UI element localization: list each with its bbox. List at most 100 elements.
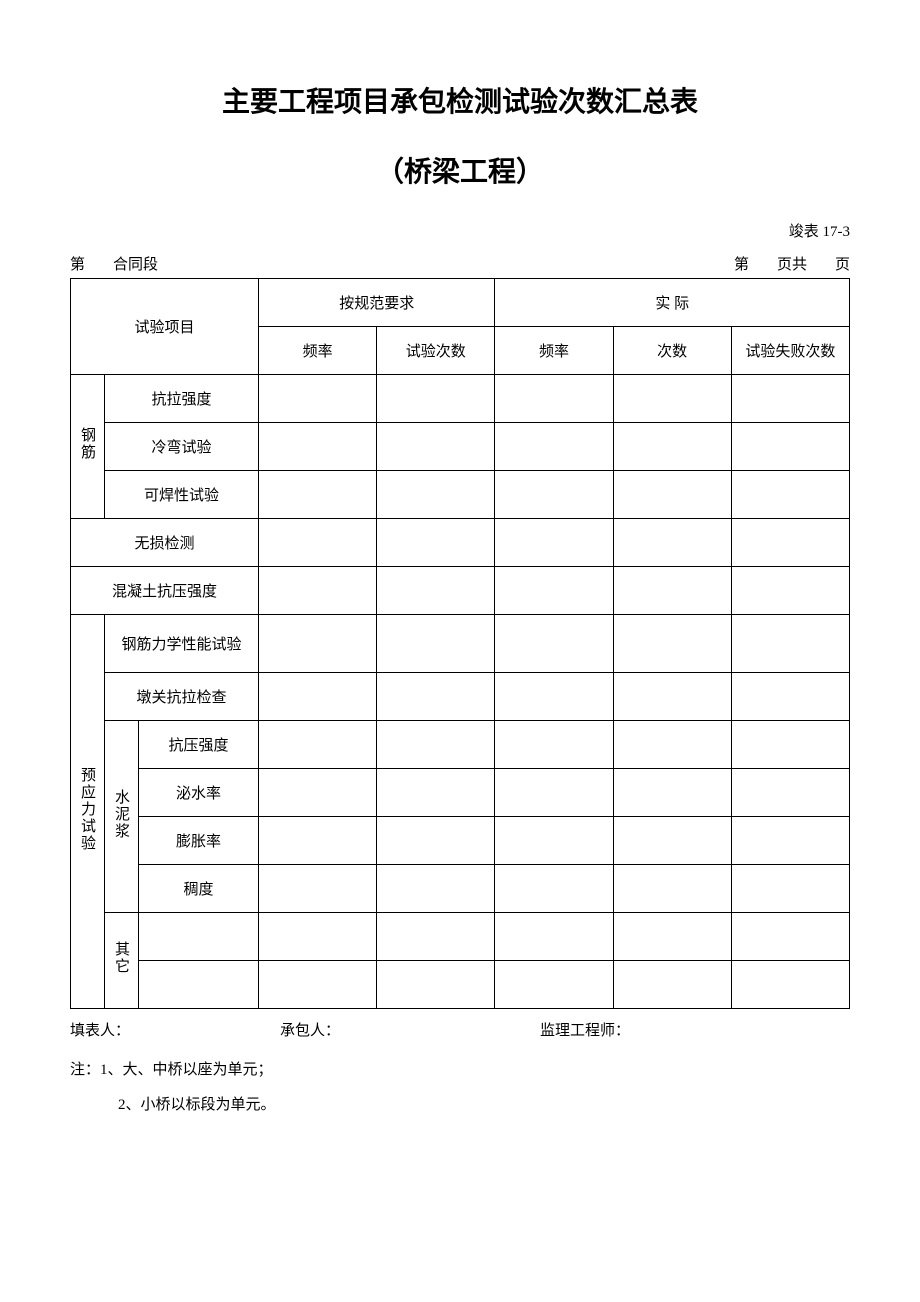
- table-row: 可焊性试验: [71, 471, 850, 519]
- cell-value: [613, 913, 731, 961]
- notes-line-1: 注：1、大、中桥以座为单元；: [70, 1058, 850, 1079]
- cell-value: [377, 471, 495, 519]
- cell-value: [259, 673, 377, 721]
- text-hetongduan: 合同段: [113, 253, 158, 274]
- subcat-cement: 水泥浆: [105, 721, 139, 913]
- item-tensile: 抗拉强度: [105, 375, 259, 423]
- cell-value: [259, 817, 377, 865]
- cell-value: [377, 567, 495, 615]
- cell-value: [377, 375, 495, 423]
- table-row: 泌水率: [71, 769, 850, 817]
- cell-value: [613, 721, 731, 769]
- table-row: 墩关抗拉检查: [71, 673, 850, 721]
- cell-value: [259, 961, 377, 1009]
- cell-value: [731, 519, 849, 567]
- cell-value: [613, 769, 731, 817]
- cell-value: [731, 423, 849, 471]
- cell-value: [259, 615, 377, 673]
- item-anchor-tensile: 墩关抗拉检查: [105, 673, 259, 721]
- header-meta-row: 第合同段 第 页共 页: [70, 253, 850, 274]
- table-row: 稠度: [71, 865, 850, 913]
- title-main: 主要工程项目承包检测试验次数汇总表: [70, 80, 850, 120]
- cell-value: [613, 423, 731, 471]
- cell-value: [259, 423, 377, 471]
- cell-value: [731, 471, 849, 519]
- cell-value: [495, 567, 613, 615]
- cell-value: [613, 615, 731, 673]
- item-expansion: 膨胀率: [139, 817, 259, 865]
- sig-preparer: 填表人：: [70, 1019, 280, 1040]
- cell-value: [259, 519, 377, 567]
- subcat-other-label: 其它: [111, 941, 132, 975]
- cat-prestress-label: 预应力试验: [77, 767, 98, 852]
- pg-yegong: 页共: [777, 253, 807, 274]
- table-row: 水泥浆 抗压强度: [71, 721, 850, 769]
- signature-row: 填表人： 承包人： 监理工程师：: [70, 1019, 850, 1040]
- table-header-row-1: 试验项目 按规范要求 实 际: [71, 279, 850, 327]
- cell-value: [377, 769, 495, 817]
- cell-value: [495, 961, 613, 1009]
- col-act-freq: 频率: [495, 327, 613, 375]
- table-row: 膨胀率: [71, 817, 850, 865]
- cell-value: [495, 375, 613, 423]
- col-fail-count: 试验失败次数: [731, 327, 849, 375]
- cell-value: [731, 673, 849, 721]
- cell-value: [377, 519, 495, 567]
- table-row: [71, 961, 850, 1009]
- cell-value: [731, 375, 849, 423]
- cat-prestress: 预应力试验: [71, 615, 105, 1009]
- cell-value: [495, 865, 613, 913]
- item-other-2: [139, 961, 259, 1009]
- cell-value: [731, 961, 849, 1009]
- pg-ye: 页: [835, 253, 850, 274]
- cell-value: [731, 913, 849, 961]
- item-bleeding: 泌水率: [139, 769, 259, 817]
- item-weldability: 可焊性试验: [105, 471, 259, 519]
- summary-table: 试验项目 按规范要求 实 际 频率 试验次数 频率 次数 试验失败次数 钢筋 抗…: [70, 278, 850, 1009]
- cell-value: [731, 567, 849, 615]
- cell-value: [495, 519, 613, 567]
- col-act-count: 次数: [613, 327, 731, 375]
- table-row: 其它: [71, 913, 850, 961]
- sig-supervisor: 监理工程师：: [540, 1019, 850, 1040]
- table-row: 无损检测: [71, 519, 850, 567]
- cell-value: [613, 519, 731, 567]
- item-ndt: 无损检测: [71, 519, 259, 567]
- cell-value: [613, 817, 731, 865]
- contract-section-label: 第合同段: [70, 253, 158, 274]
- cell-value: [495, 817, 613, 865]
- col-actual: 实 际: [495, 279, 850, 327]
- cell-value: [377, 673, 495, 721]
- col-test-item: 试验项目: [71, 279, 259, 375]
- cell-value: [613, 961, 731, 1009]
- cell-value: [377, 423, 495, 471]
- cell-value: [377, 721, 495, 769]
- cell-value: [259, 375, 377, 423]
- cell-value: [731, 769, 849, 817]
- title-sub: （桥梁工程）: [70, 150, 850, 190]
- cell-value: [731, 721, 849, 769]
- sig-contractor: 承包人：: [280, 1019, 540, 1040]
- cell-value: [495, 913, 613, 961]
- table-row: 混凝土抗压强度: [71, 567, 850, 615]
- cell-value: [377, 913, 495, 961]
- cell-value: [259, 721, 377, 769]
- pg-di: 第: [734, 253, 749, 274]
- cell-value: [613, 673, 731, 721]
- cell-value: [259, 865, 377, 913]
- cell-value: [377, 817, 495, 865]
- item-comp-strength: 抗压强度: [139, 721, 259, 769]
- col-by-spec: 按规范要求: [259, 279, 495, 327]
- item-consistency: 稠度: [139, 865, 259, 913]
- item-coldbend: 冷弯试验: [105, 423, 259, 471]
- table-row: 预应力试验 钢筋力学性能试验: [71, 615, 850, 673]
- cell-value: [495, 769, 613, 817]
- form-code: 竣表 17-3: [70, 220, 850, 241]
- cell-value: [495, 615, 613, 673]
- cell-value: [731, 615, 849, 673]
- table-row: 冷弯试验: [71, 423, 850, 471]
- cell-value: [613, 375, 731, 423]
- item-rebar-mech: 钢筋力学性能试验: [105, 615, 259, 673]
- col-spec-freq: 频率: [259, 327, 377, 375]
- cell-value: [377, 865, 495, 913]
